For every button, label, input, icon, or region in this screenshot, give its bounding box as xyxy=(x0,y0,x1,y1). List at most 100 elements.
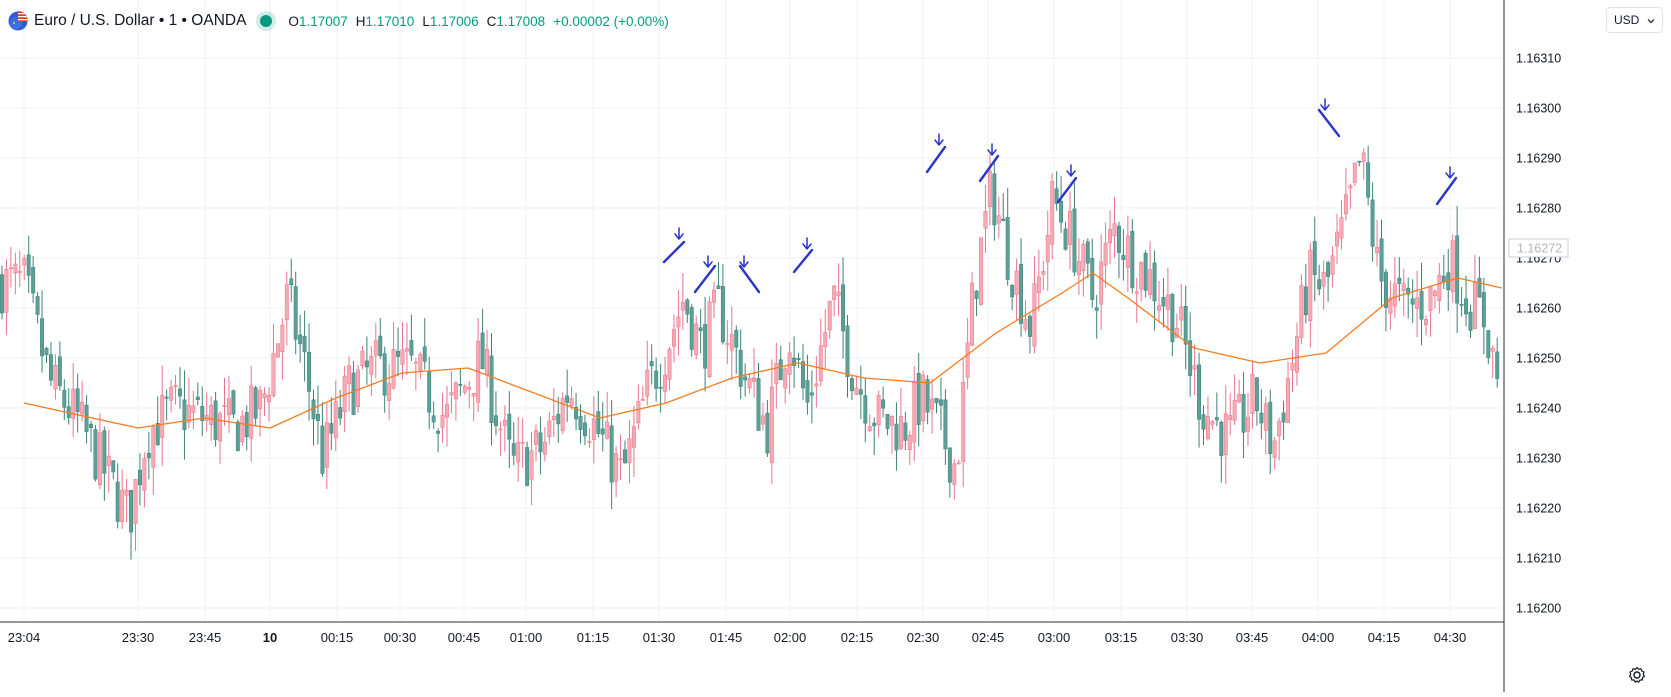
price-axis[interactable]: 1.163101.163001.162901.162801.162701.162… xyxy=(1516,52,1561,616)
candle-body xyxy=(1068,210,1072,245)
candle-body xyxy=(1473,281,1477,329)
low-key: L xyxy=(422,13,430,29)
candle-body xyxy=(538,432,543,453)
candle xyxy=(26,235,31,293)
candle xyxy=(1241,372,1246,459)
candle xyxy=(1085,238,1090,279)
candle xyxy=(289,258,294,302)
candle xyxy=(1343,167,1348,221)
candle-body xyxy=(1477,278,1482,298)
candle xyxy=(1183,285,1188,370)
annotations xyxy=(662,98,1458,294)
candle-body xyxy=(186,404,191,423)
candle-body xyxy=(974,290,979,299)
candle xyxy=(952,459,957,500)
candle xyxy=(436,428,441,453)
annotation-marker[interactable] xyxy=(1435,166,1458,206)
candle xyxy=(1023,300,1028,333)
candle xyxy=(316,385,320,445)
candle-body xyxy=(1103,242,1108,266)
candle-body xyxy=(1468,311,1473,331)
time-tick-label: 00:45 xyxy=(448,630,481,645)
candle-body xyxy=(1410,298,1415,305)
candle-body xyxy=(1005,217,1010,280)
annotation-marker[interactable] xyxy=(662,227,686,264)
candle-body xyxy=(320,425,325,474)
candle xyxy=(1357,160,1362,167)
candle xyxy=(1076,238,1081,295)
time-tick-label: 23:30 xyxy=(122,630,155,645)
annotation-marker[interactable] xyxy=(693,255,717,294)
candle-body xyxy=(1152,262,1157,302)
candle xyxy=(1424,315,1428,336)
candle-body xyxy=(778,359,783,381)
candle xyxy=(222,377,227,426)
price-tick-label: 1.16280 xyxy=(1516,202,1561,216)
candle-body xyxy=(939,399,943,406)
candle-body xyxy=(84,404,89,432)
candle-body xyxy=(106,455,111,466)
time-axis[interactable]: 23:04 23:30 23:45 10 00:15 00:30 00:45 01:00 01:… xyxy=(8,630,1467,645)
candle-body xyxy=(115,481,120,522)
annotation-marker[interactable] xyxy=(738,255,761,294)
candle xyxy=(814,356,819,408)
candle-body xyxy=(534,430,538,445)
candle-body xyxy=(1081,243,1086,271)
candle-body xyxy=(1415,297,1420,309)
candle-body xyxy=(970,282,975,346)
market-status-icon xyxy=(260,15,273,27)
candle xyxy=(827,300,832,339)
candle xyxy=(1134,277,1139,323)
candle xyxy=(930,378,934,434)
candle-body xyxy=(600,428,605,435)
candle xyxy=(1450,234,1455,303)
candle xyxy=(1072,182,1077,277)
candle xyxy=(1010,284,1015,311)
candle-body xyxy=(458,384,463,386)
candle-body xyxy=(738,350,743,387)
candle-body xyxy=(1001,218,1006,221)
settings-button[interactable] xyxy=(1625,665,1649,689)
currency-label: USD xyxy=(1614,13,1640,27)
candle-body xyxy=(1486,330,1491,358)
candle-body xyxy=(1099,261,1104,305)
candle xyxy=(302,310,307,382)
candle-body xyxy=(4,268,9,313)
candle xyxy=(600,402,605,452)
candle-body xyxy=(267,395,271,403)
annotation-marker[interactable] xyxy=(1056,164,1078,204)
candle xyxy=(1206,396,1210,441)
candle xyxy=(947,447,952,498)
candle-body xyxy=(1188,340,1193,376)
candle-body xyxy=(796,358,801,360)
candle-body xyxy=(1174,327,1179,338)
candle-body xyxy=(1348,185,1353,189)
candle-body xyxy=(720,286,725,343)
price-tick-label: 1.16260 xyxy=(1516,302,1561,316)
annotation-marker[interactable] xyxy=(1317,98,1341,138)
annotation-marker[interactable] xyxy=(792,237,814,274)
annotation-marker[interactable] xyxy=(925,133,947,174)
candle-body xyxy=(1392,283,1397,307)
candle xyxy=(142,452,147,508)
candle xyxy=(195,382,200,406)
symbol-title[interactable]: Euro / U.S. Dollar • 1 • OANDA xyxy=(34,12,247,29)
candle-body xyxy=(1197,364,1201,420)
candle-body xyxy=(1170,294,1175,343)
candle xyxy=(1188,312,1193,397)
candle xyxy=(1174,313,1179,338)
currency-selector[interactable]: USD xyxy=(1606,7,1663,33)
candle-body xyxy=(222,405,227,407)
annotation-marker[interactable] xyxy=(978,143,1000,183)
candle xyxy=(347,356,352,412)
candle xyxy=(280,318,285,380)
candle xyxy=(173,375,178,405)
candle-body xyxy=(0,274,4,314)
candle xyxy=(890,415,894,454)
candle xyxy=(244,405,249,451)
candle-body xyxy=(293,286,298,340)
candle-body xyxy=(40,318,44,357)
candle-body xyxy=(133,479,138,524)
